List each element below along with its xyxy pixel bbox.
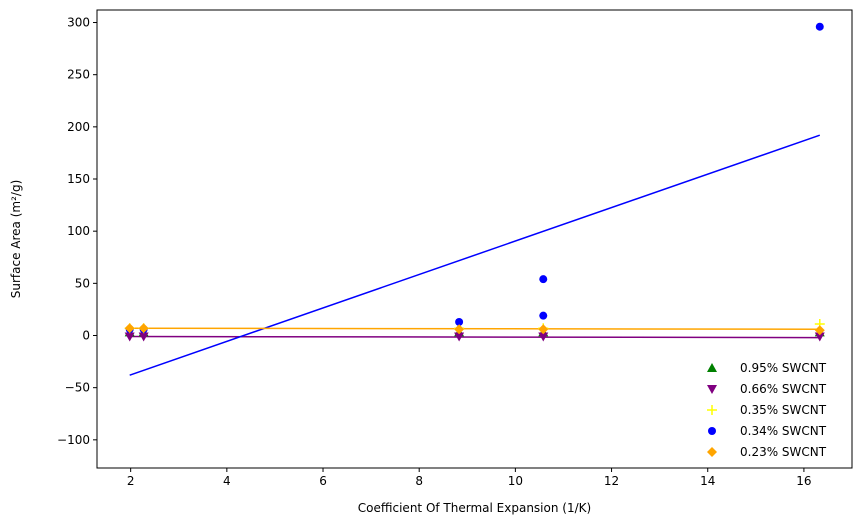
y-tick-label: 250 — [67, 68, 90, 82]
y-tick-label: 200 — [67, 120, 90, 134]
x-tick-label: 2 — [127, 474, 135, 488]
point-0-34-swcnt — [455, 317, 464, 326]
legend: 0.95% SWCNT 0.66% SWCNT 0.35% SWCNT 0.34% S… — [707, 361, 827, 459]
legend-marker — [707, 363, 717, 372]
fit-lines — [129, 134, 821, 376]
x-tick-label: 6 — [319, 474, 327, 488]
point-0-34-swcnt — [815, 22, 824, 31]
fit-line-0-34-swcnt — [129, 134, 821, 376]
point-0-34-swcnt — [539, 275, 548, 284]
legend-label: 0.95% SWCNT — [740, 361, 827, 375]
legend-label: 0.66% SWCNT — [740, 382, 827, 396]
legend-label: 0.23% SWCNT — [740, 445, 827, 459]
point-0-66-swcnt — [454, 332, 465, 342]
legend-marker — [707, 447, 717, 457]
x-tick-label: 16 — [796, 474, 811, 488]
y-tick-label: −100 — [57, 433, 90, 447]
fit-line-0-66-swcnt — [129, 335, 820, 339]
data-points — [124, 22, 825, 342]
y-tick-label: 300 — [67, 16, 90, 30]
y-tick-label: 50 — [75, 276, 90, 290]
point-0-23-swcnt — [454, 324, 465, 335]
legend-label: 0.35% SWCNT — [740, 403, 827, 417]
x-tick-label: 14 — [700, 474, 715, 488]
legend-marker — [708, 427, 716, 435]
x-tick-label: 10 — [508, 474, 523, 488]
x-axis-label: Coefficient Of Thermal Expansion (1/K) — [358, 501, 591, 515]
point-0-23-swcnt — [124, 323, 135, 334]
legend-marker — [707, 385, 717, 394]
x-tick-label: 4 — [223, 474, 231, 488]
point-0-66-swcnt — [138, 332, 149, 342]
point-0-66-swcnt — [538, 332, 549, 342]
point-0-66-swcnt — [124, 332, 135, 342]
x-axis-ticks: 2 4 6 8 10 12 14 16 — [127, 468, 812, 488]
x-tick-label: 12 — [604, 474, 619, 488]
y-tick-label: 0 — [82, 329, 90, 343]
y-tick-label: 150 — [67, 172, 90, 186]
point-0-66-swcnt — [814, 332, 825, 342]
axes-frame — [96, 9, 853, 469]
legend-label: 0.34% SWCNT — [740, 424, 827, 438]
y-tick-label: −50 — [65, 381, 90, 395]
y-axis-ticks: −100 −50 0 50 100 150 200 250 300 — [57, 16, 97, 447]
point-0-23-swcnt — [814, 325, 825, 336]
point-0-23-swcnt — [138, 323, 149, 334]
legend-marker — [707, 405, 717, 415]
y-tick-label: 100 — [67, 224, 90, 238]
y-axis-label: Surface Area (m²/g) — [9, 180, 23, 298]
x-tick-label: 8 — [415, 474, 423, 488]
point-0-23-swcnt — [538, 324, 549, 335]
fit-line-0-23-swcnt — [129, 327, 820, 330]
point-0-34-swcnt — [539, 311, 548, 320]
